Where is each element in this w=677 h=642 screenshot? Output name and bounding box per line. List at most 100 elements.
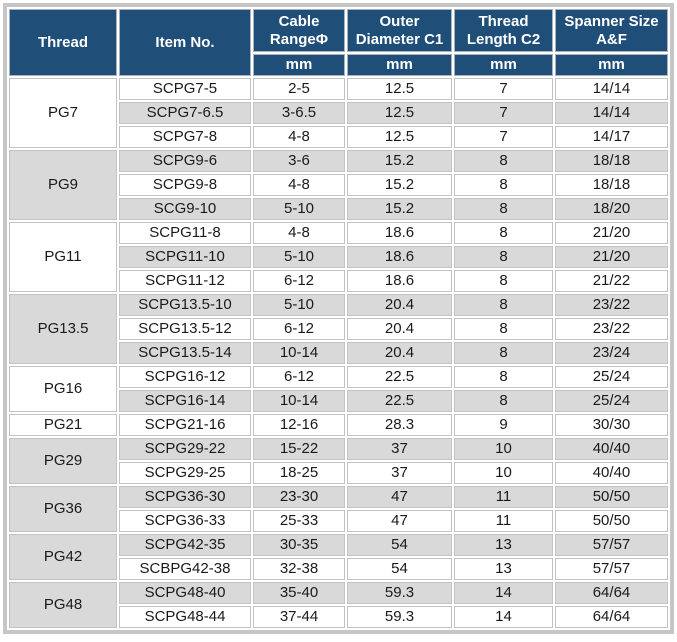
thread-length-cell: 13: [454, 558, 553, 580]
thread-length-cell: 8: [454, 294, 553, 316]
item-no-cell: SCPG36-30: [119, 486, 251, 508]
table-row: PG36 SCPG36-30 23-30 47 11 50/50: [9, 486, 668, 532]
thread-length-cell: 8: [454, 318, 553, 340]
thread-length-cell: 9: [454, 414, 553, 436]
outer-diameter-cell: 20.4: [347, 342, 452, 364]
col-subheader-cable-range-mm: mm: [253, 54, 345, 76]
table-row: SCPG13.5-14 10-14 20.4 8 23/24: [9, 342, 668, 364]
item-no-cell: SCG9-10: [119, 198, 251, 220]
table-row: PG7 SCPG7-5 2-5 12.5 7 14/14: [9, 78, 668, 148]
outer-diameter-cell: 15.2: [347, 150, 452, 172]
table-header: Thread Item No. Cable RangeΦ Outer Diameter…: [9, 9, 668, 76]
thread-length-cell: 7: [454, 78, 553, 100]
spanner-size-cell: 57/57: [555, 534, 668, 556]
table-row: SCG9-10 5-10 15.2 8 18/20: [9, 198, 668, 220]
cable-range-cell: 32-38: [253, 558, 345, 580]
cable-range-cell: 5-10: [253, 246, 345, 268]
outer-diameter-cell: 37: [347, 438, 452, 460]
cable-range-cell: 4-8: [253, 222, 345, 244]
thread-length-cell: 8: [454, 222, 553, 244]
col-subheader-outer-diameter-mm: mm: [347, 54, 452, 76]
item-no-cell: SCPG21-16: [119, 414, 251, 436]
spec-table: Thread Item No. Cable RangeΦ Outer Diameter…: [7, 7, 670, 630]
item-no-cell: SCPG29-22: [119, 438, 251, 460]
item-no-cell: SCPG13.5-14: [119, 342, 251, 364]
table-row: PG29 SCPG29-22 15-22 37 10 40/40: [9, 438, 668, 484]
outer-diameter-cell: 47: [347, 510, 452, 532]
thread-length-cell: 11: [454, 510, 553, 532]
table-row: SCPG11-10 5-10 18.6 8 21/20: [9, 246, 668, 268]
outer-diameter-cell: 15.2: [347, 174, 452, 196]
outer-diameter-cell: 15.2: [347, 198, 452, 220]
thread-group-cell: PG9: [9, 150, 117, 220]
table-row: SCPG48-44 37-44 59.3 14 64/64: [9, 606, 668, 628]
outer-diameter-cell: 54: [347, 534, 452, 556]
thread-length-cell: 13: [454, 534, 553, 556]
thread-length-cell: 14: [454, 606, 553, 628]
thread-group-cell: PG48: [9, 582, 117, 628]
spanner-size-cell: 40/40: [555, 462, 668, 484]
table-body: PG7 SCPG7-5 2-5 12.5 7 14/14 SCPG7-6.5 3-6.5 12.…: [9, 78, 668, 628]
outer-diameter-cell: 20.4: [347, 294, 452, 316]
col-subheader-thread-length-mm: mm: [454, 54, 553, 76]
item-no-cell: SCPG16-14: [119, 390, 251, 412]
spanner-size-cell: 23/24: [555, 342, 668, 364]
spanner-size-cell: 18/18: [555, 174, 668, 196]
item-no-cell: SCPG11-12: [119, 270, 251, 292]
cable-range-cell: 3-6.5: [253, 102, 345, 124]
cable-range-cell: 6-12: [253, 318, 345, 340]
outer-diameter-cell: 18.6: [347, 222, 452, 244]
cable-range-cell: 35-40: [253, 582, 345, 604]
thread-length-cell: 8: [454, 246, 553, 268]
outer-diameter-cell: 22.5: [347, 366, 452, 388]
table-frame: Thread Item No. Cable RangeΦ Outer Diameter…: [3, 3, 674, 634]
spanner-size-cell: 64/64: [555, 582, 668, 604]
outer-diameter-cell: 12.5: [347, 102, 452, 124]
spanner-size-cell: 25/24: [555, 390, 668, 412]
thread-group-cell: PG36: [9, 486, 117, 532]
spanner-size-cell: 21/22: [555, 270, 668, 292]
item-no-cell: SCBPG42-38: [119, 558, 251, 580]
spanner-size-cell: 23/22: [555, 318, 668, 340]
table-row: SCPG9-8 4-8 15.2 8 18/18: [9, 174, 668, 196]
cable-range-cell: 30-35: [253, 534, 345, 556]
spanner-size-cell: 50/50: [555, 510, 668, 532]
table-row: PG21 SCPG21-16 12-16 28.3 9 30/30: [9, 414, 668, 436]
item-no-cell: SCPG11-10: [119, 246, 251, 268]
item-no-cell: SCPG36-33: [119, 510, 251, 532]
table-row: SCBPG42-38 32-38 54 13 57/57: [9, 558, 668, 580]
thread-group-cell: PG21: [9, 414, 117, 436]
outer-diameter-cell: 12.5: [347, 126, 452, 148]
thread-length-cell: 7: [454, 102, 553, 124]
thread-length-cell: 8: [454, 390, 553, 412]
thread-group-cell: PG13.5: [9, 294, 117, 364]
cable-range-cell: 37-44: [253, 606, 345, 628]
thread-group-cell: PG11: [9, 222, 117, 292]
outer-diameter-cell: 20.4: [347, 318, 452, 340]
spanner-size-cell: 64/64: [555, 606, 668, 628]
table-row: PG16 SCPG16-12 6-12 22.5 8 25/24: [9, 366, 668, 412]
item-no-cell: SCPG48-40: [119, 582, 251, 604]
spanner-size-cell: 50/50: [555, 486, 668, 508]
cable-range-cell: 18-25: [253, 462, 345, 484]
col-header-cable-range: Cable RangeΦ: [253, 9, 345, 52]
spanner-size-cell: 40/40: [555, 438, 668, 460]
col-header-spanner-size: Spanner Size A&F: [555, 9, 668, 52]
table-row: SCPG13.5-12 6-12 20.4 8 23/22: [9, 318, 668, 340]
cable-range-cell: 6-12: [253, 270, 345, 292]
col-header-outer-diameter: Outer Diameter C1: [347, 9, 452, 52]
spanner-size-cell: 57/57: [555, 558, 668, 580]
cable-range-cell: 4-8: [253, 174, 345, 196]
table-row: SCPG36-33 25-33 47 11 50/50: [9, 510, 668, 532]
spanner-size-cell: 14/17: [555, 126, 668, 148]
item-no-cell: SCPG9-6: [119, 150, 251, 172]
thread-length-cell: 14: [454, 582, 553, 604]
cable-range-cell: 4-8: [253, 126, 345, 148]
outer-diameter-cell: 47: [347, 486, 452, 508]
thread-length-cell: 7: [454, 126, 553, 148]
item-no-cell: SCPG7-5: [119, 78, 251, 100]
cable-range-cell: 2-5: [253, 78, 345, 100]
col-header-item-no: Item No.: [119, 9, 251, 76]
thread-length-cell: 8: [454, 150, 553, 172]
cable-range-cell: 6-12: [253, 366, 345, 388]
